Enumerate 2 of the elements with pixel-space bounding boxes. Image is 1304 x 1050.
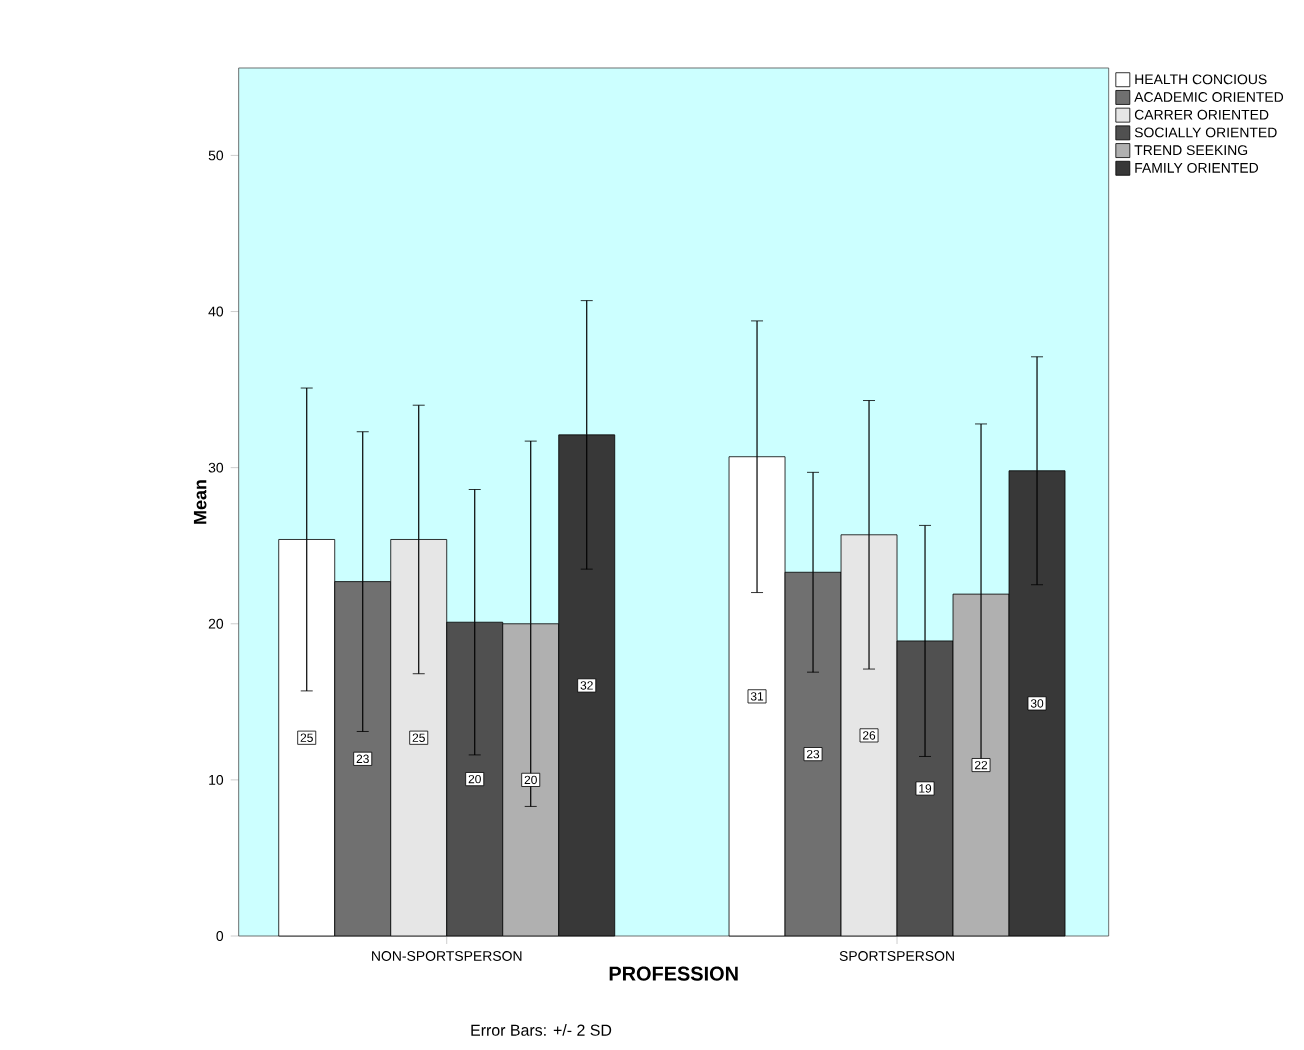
x-axis-title: PROFESSION — [609, 966, 738, 981]
y-axis-title: Mean — [193, 480, 207, 524]
